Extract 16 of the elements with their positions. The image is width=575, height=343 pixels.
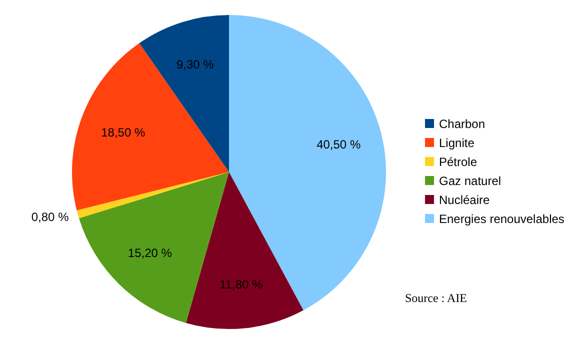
pie-slice	[72, 43, 229, 210]
data-label: 11,80 %	[220, 278, 264, 292]
data-label: 0,80 %	[31, 210, 70, 224]
data-label: 9,30 %	[176, 57, 214, 72]
pie-slice	[186, 172, 304, 329]
legend-label: Nucléaire	[439, 193, 490, 208]
legend-label: Pétrole	[439, 155, 478, 170]
legend-label: Energies renouvelables	[439, 212, 564, 226]
data-label: 18,50 %	[101, 126, 146, 140]
legend-label: Lignite	[439, 136, 475, 150]
source-note: Source : AIE	[405, 291, 467, 305]
legend-label: Gaz naturel	[439, 174, 502, 188]
data-label: 15,20 %	[128, 246, 172, 260]
pie-slice	[76, 172, 229, 218]
legend-label: Charbon	[439, 117, 486, 132]
data-label: 40,50 %	[316, 138, 361, 152]
